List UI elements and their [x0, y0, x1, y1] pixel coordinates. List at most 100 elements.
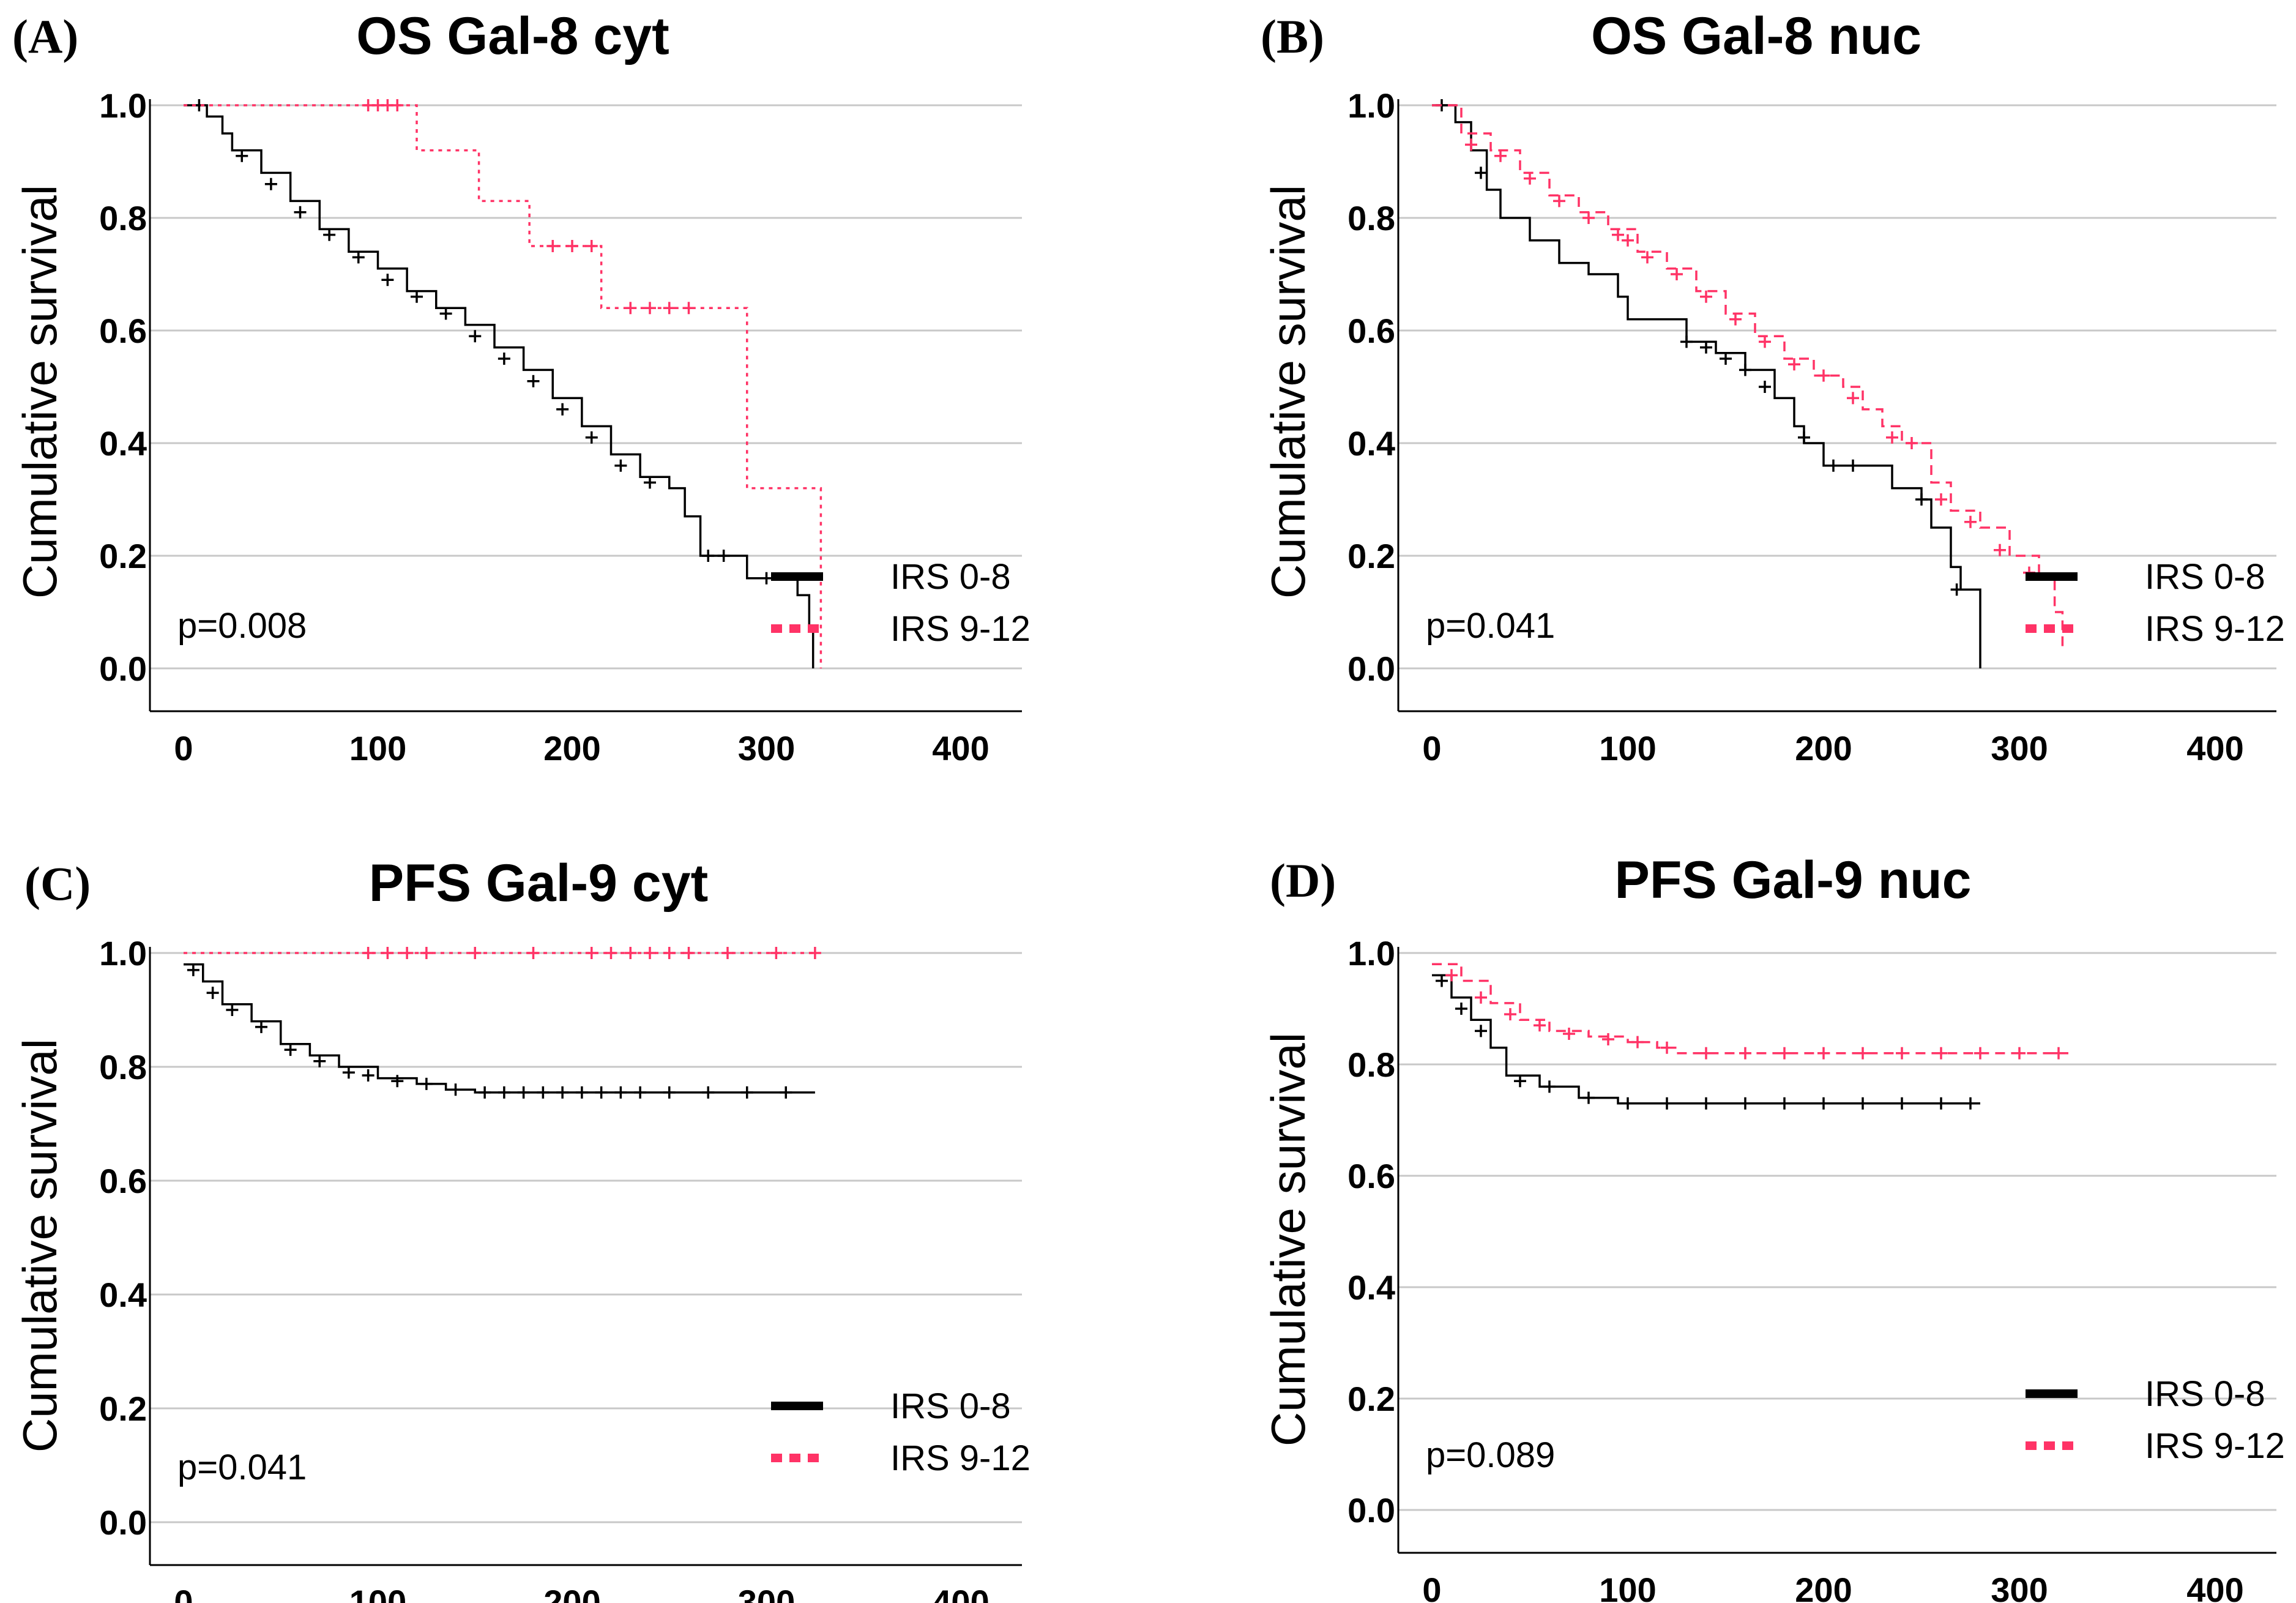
censor-mark — [624, 302, 637, 315]
censor-mark — [1612, 228, 1624, 241]
y-axis-label: Cumulative survival — [1261, 1033, 1315, 1446]
censor-mark — [1494, 149, 1507, 162]
censor-mark — [634, 1086, 647, 1099]
censor-mark — [469, 330, 482, 343]
censor-mark — [187, 963, 199, 976]
y-axis-label: Cumulative survival — [1261, 185, 1315, 599]
y-tick-label: 0.4 — [1347, 424, 1395, 463]
censor-mark — [498, 1086, 510, 1099]
censor-mark — [284, 1044, 297, 1056]
censor-mark — [236, 149, 248, 162]
censor-mark — [808, 947, 821, 959]
censor-mark — [1739, 1047, 1751, 1059]
censor-mark — [1964, 515, 1977, 528]
censor-mark — [1739, 364, 1751, 376]
censor-mark — [556, 1086, 569, 1099]
x-tick-label: 0 — [174, 729, 193, 768]
censor-mark — [1631, 1036, 1644, 1048]
censor-mark — [663, 302, 676, 315]
y-tick-label: 0.6 — [99, 312, 147, 350]
censor-mark — [1475, 166, 1487, 179]
x-tick-label: 0 — [174, 1583, 193, 1603]
censor-mark — [644, 947, 656, 959]
censor-mark — [2052, 1047, 2065, 1059]
legend-label: IRS 9-12 — [890, 1438, 1031, 1478]
legend-label: IRS 9-12 — [2145, 1426, 2285, 1466]
panel-label: (D) — [1270, 854, 1336, 907]
censor-mark — [702, 1086, 715, 1099]
censor-mark — [1935, 493, 1947, 506]
chart-panel-a: (A) OS Gal-8 cyt 0.0 0.2 0.4 0.6 0.8 1.0 0 100 200… — [12, 7, 1031, 768]
censor-mark — [717, 550, 730, 562]
censor-mark — [614, 1086, 627, 1099]
censor-mark — [381, 947, 394, 959]
censor-mark — [1661, 1041, 1673, 1054]
legend-label: IRS 0-8 — [2145, 1374, 2265, 1414]
censor-mark — [702, 550, 715, 562]
y-tick-label: 0.0 — [99, 649, 147, 688]
y-tick-label: 0.0 — [99, 1503, 147, 1542]
chart-panel-c: (C) PFS Gal-9 cyt 0.0 0.2 0.4 0.6 0.8 1.0 0 100 20… — [13, 854, 1031, 1603]
censor-mark — [1817, 1047, 1830, 1059]
censor-mark — [1788, 358, 1800, 371]
censor-mark — [323, 228, 336, 241]
x-tick-label: 200 — [1795, 729, 1852, 768]
censor-mark — [1671, 268, 1683, 280]
x-tick-label: 300 — [1991, 729, 2048, 768]
y-axis-label: Cumulative survival — [13, 185, 67, 599]
censor-mark — [1857, 1047, 1869, 1059]
chart-title: OS Gal-8 cyt — [356, 7, 669, 65]
x-tick-label: 200 — [543, 1583, 600, 1603]
censor-mark — [362, 1069, 375, 1082]
y-tick-label: 0.2 — [1347, 1380, 1395, 1418]
censor-mark — [585, 431, 598, 444]
censor-mark — [546, 240, 559, 252]
censor-mark — [1906, 437, 1918, 449]
censor-mark — [2013, 1047, 2026, 1059]
censor-mark — [411, 290, 423, 303]
series-line-irs-0-8 — [1432, 974, 1980, 1105]
censor-mark — [255, 1020, 267, 1033]
x-tick-label: 400 — [932, 729, 989, 768]
y-tick-label: 0.8 — [99, 1048, 147, 1086]
censor-mark — [1700, 341, 1712, 354]
censor-mark — [1720, 353, 1732, 365]
censor-mark — [1847, 459, 1859, 472]
y-tick-label: 0.8 — [1347, 1045, 1395, 1084]
censor-mark — [1582, 1091, 1595, 1104]
y-tick-label: 0.2 — [1347, 537, 1395, 575]
censor-mark — [682, 947, 695, 959]
y-tick-label: 0.6 — [1347, 312, 1395, 350]
censor-mark — [614, 459, 627, 472]
series-line-irs-9-12 — [1432, 963, 2068, 1055]
censor-mark — [1857, 1097, 1869, 1110]
censor-mark — [1886, 431, 1898, 444]
panel-label: (B) — [1261, 10, 1324, 63]
x-tick-label: 200 — [1795, 1571, 1852, 1603]
censor-mark — [1524, 172, 1536, 185]
y-tick-label: 1.0 — [99, 934, 147, 973]
censor-mark — [527, 947, 540, 959]
x-tick-label: 100 — [349, 1583, 406, 1603]
censor-mark — [1896, 1047, 1908, 1059]
y-tick-label: 0.0 — [1347, 1491, 1395, 1530]
censor-mark — [1455, 1003, 1467, 1015]
censor-mark — [449, 1083, 462, 1096]
censor-mark — [420, 947, 433, 959]
censor-mark — [585, 240, 598, 252]
censor-mark — [1680, 335, 1693, 348]
chart-title: PFS Gal-9 cyt — [369, 854, 708, 913]
censor-mark — [1739, 1097, 1751, 1110]
censor-mark — [566, 240, 578, 252]
series-line-irs-9-12 — [1432, 104, 2064, 652]
legend-label: IRS 9-12 — [890, 609, 1031, 649]
y-tick-label: 0.0 — [1347, 649, 1395, 688]
censor-mark — [1778, 1047, 1791, 1059]
y-tick-label: 1.0 — [1347, 86, 1395, 125]
censor-mark — [1759, 381, 1771, 393]
x-tick-label: 100 — [1599, 729, 1656, 768]
censor-mark — [721, 947, 734, 959]
censor-mark — [1622, 234, 1634, 247]
x-tick-label: 200 — [543, 729, 600, 768]
censor-mark — [1994, 544, 2006, 556]
